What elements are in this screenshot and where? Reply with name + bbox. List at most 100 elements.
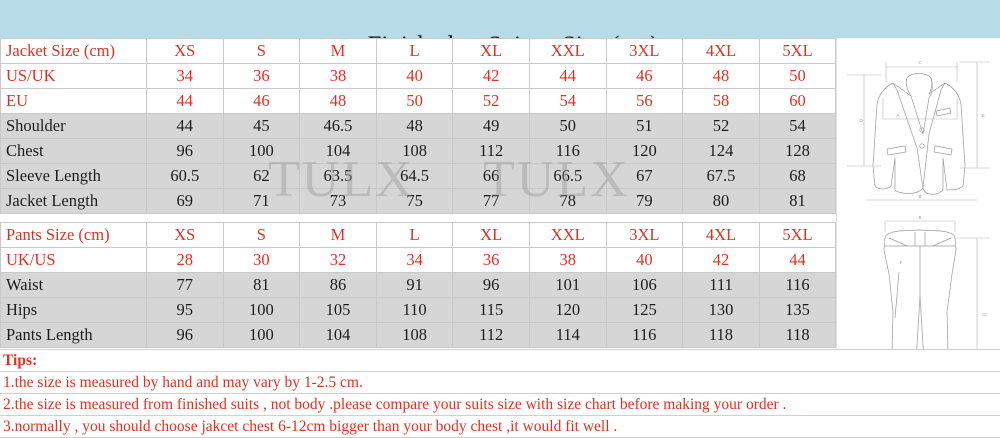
table-row-sleeve-length: Sleeve Length 60.5 62 63.5 64.5 66 66.5 … — [0, 163, 837, 189]
cell: S — [222, 222, 301, 248]
cell: XXL — [528, 38, 607, 64]
cell: 100 — [222, 297, 301, 323]
table-row-eu: EU 44 46 48 50 52 54 56 58 60 — [0, 88, 837, 114]
jacket-label-A: A — [896, 113, 900, 118]
cell: 81 — [758, 188, 837, 214]
row-label: Shoulder — [0, 113, 147, 139]
cell: 135 — [758, 297, 837, 323]
cell: 91 — [375, 272, 454, 298]
row-label: Sleeve Length — [0, 163, 147, 189]
row-label: Chest — [0, 138, 147, 164]
cell: 95 — [146, 297, 224, 323]
cell: 54 — [528, 88, 607, 114]
cell: 116 — [605, 322, 684, 348]
cell: 77 — [146, 272, 224, 298]
cell: XL — [452, 222, 530, 248]
cell: XS — [146, 222, 224, 248]
spacer-cell — [528, 213, 607, 223]
table-row-waist: Waist 77 81 86 91 96 101 106 111 116 — [0, 272, 837, 298]
measurement-diagrams-svg: C A D E B — [847, 60, 989, 349]
cell: 28 — [146, 247, 224, 273]
spacer-cell — [682, 213, 760, 223]
jacket-dimension-lines — [847, 61, 989, 201]
jacket-label-B: B — [918, 194, 921, 199]
cell: L — [375, 38, 454, 64]
table-row-jacket-length: Jacket Length 69 71 73 75 77 78 79 80 81 — [0, 188, 837, 214]
cell: 64.5 — [375, 163, 454, 189]
cell: 75 — [375, 188, 454, 214]
cell: 120 — [605, 138, 684, 164]
cell: 44 — [146, 88, 224, 114]
row-label: Jacket Size (cm) — [0, 38, 147, 64]
cell: 5XL — [758, 222, 837, 248]
tips-heading: Tips: — [0, 349, 1000, 372]
size-table-container: Jacket Size (cm) XS S M L XL XXL 3XL 4XL… — [0, 38, 837, 348]
table-row-hips: Hips 95 100 105 110 115 120 125 130 135 — [0, 297, 837, 323]
tips-line-3: 3.normally , you should choose jakcet ch… — [0, 415, 1000, 438]
cell: 73 — [299, 188, 377, 214]
cell: 118 — [682, 322, 760, 348]
cell: 58 — [682, 88, 760, 114]
cell: 4XL — [682, 222, 760, 248]
cell: 67 — [605, 163, 684, 189]
table-row-us-uk: US/UK 34 36 38 40 42 44 46 48 50 — [0, 63, 837, 89]
cell: 54 — [758, 113, 837, 139]
cell: 48 — [375, 113, 454, 139]
cell: 52 — [452, 88, 530, 114]
pants-label-B: B — [918, 215, 921, 220]
row-label: UK/US — [0, 247, 147, 273]
cell: XL — [452, 38, 530, 64]
cell: 46 — [222, 88, 301, 114]
cell: 32 — [299, 247, 377, 273]
row-label: Jacket Length — [0, 188, 147, 214]
cell: 69 — [146, 188, 224, 214]
row-label: Pants Length — [0, 322, 147, 348]
cell: 108 — [375, 138, 454, 164]
cell: 105 — [299, 297, 377, 323]
cell: 34 — [375, 247, 454, 273]
cell: 56 — [605, 88, 684, 114]
cell: 124 — [682, 138, 760, 164]
tips-table: Tips: 1.the size is measured by hand and… — [0, 349, 1000, 438]
cell: 42 — [452, 63, 530, 89]
spacer-cell — [605, 213, 684, 223]
pants-dimension-labels: B F G — [900, 215, 987, 317]
cell: 38 — [299, 63, 377, 89]
tips-row: 3.normally , you should choose jakcet ch… — [0, 415, 1000, 438]
table-row-uk-us: UK/US 28 30 32 34 36 38 40 42 44 — [0, 247, 837, 273]
cell: 100 — [222, 322, 301, 348]
suit-pants-icon — [883, 229, 957, 349]
cell: 101 — [528, 272, 607, 298]
cell: 100 — [222, 138, 301, 164]
cell: 110 — [375, 297, 454, 323]
cell: 46.5 — [299, 113, 377, 139]
cell: 46 — [605, 63, 684, 89]
cell: 104 — [299, 138, 377, 164]
cell: 52 — [682, 113, 760, 139]
pants-label-G: G — [982, 312, 986, 317]
cell: 128 — [758, 138, 837, 164]
section-spacer-row — [0, 213, 837, 223]
cell: XXL — [528, 222, 607, 248]
suit-jacket-icon — [872, 73, 966, 195]
cell: 49 — [452, 113, 530, 139]
row-label: Hips — [0, 297, 147, 323]
pants-dimension-lines — [884, 220, 989, 349]
tips-line-1: 1.the size is measured by hand and may v… — [0, 371, 1000, 394]
spacer-cell — [222, 213, 301, 223]
table-row-pants-size: Pants Size (cm) XS S M L XL XXL 3XL 4XL … — [0, 222, 837, 248]
pants-label-F: F — [900, 260, 903, 265]
row-label: Pants Size (cm) — [0, 222, 147, 248]
cell: 50 — [375, 88, 454, 114]
cell: 81 — [222, 272, 301, 298]
cell: 60 — [758, 88, 837, 114]
cell: 50 — [528, 113, 607, 139]
tips-section: Tips: 1.the size is measured by hand and… — [0, 349, 1000, 438]
cell: 112 — [452, 322, 530, 348]
cell: 86 — [299, 272, 377, 298]
cell: L — [375, 222, 454, 248]
tips-row: 2.the size is measured from finished sui… — [0, 393, 1000, 416]
cell: 118 — [758, 322, 837, 348]
cell: 106 — [605, 272, 684, 298]
cell: 48 — [299, 88, 377, 114]
